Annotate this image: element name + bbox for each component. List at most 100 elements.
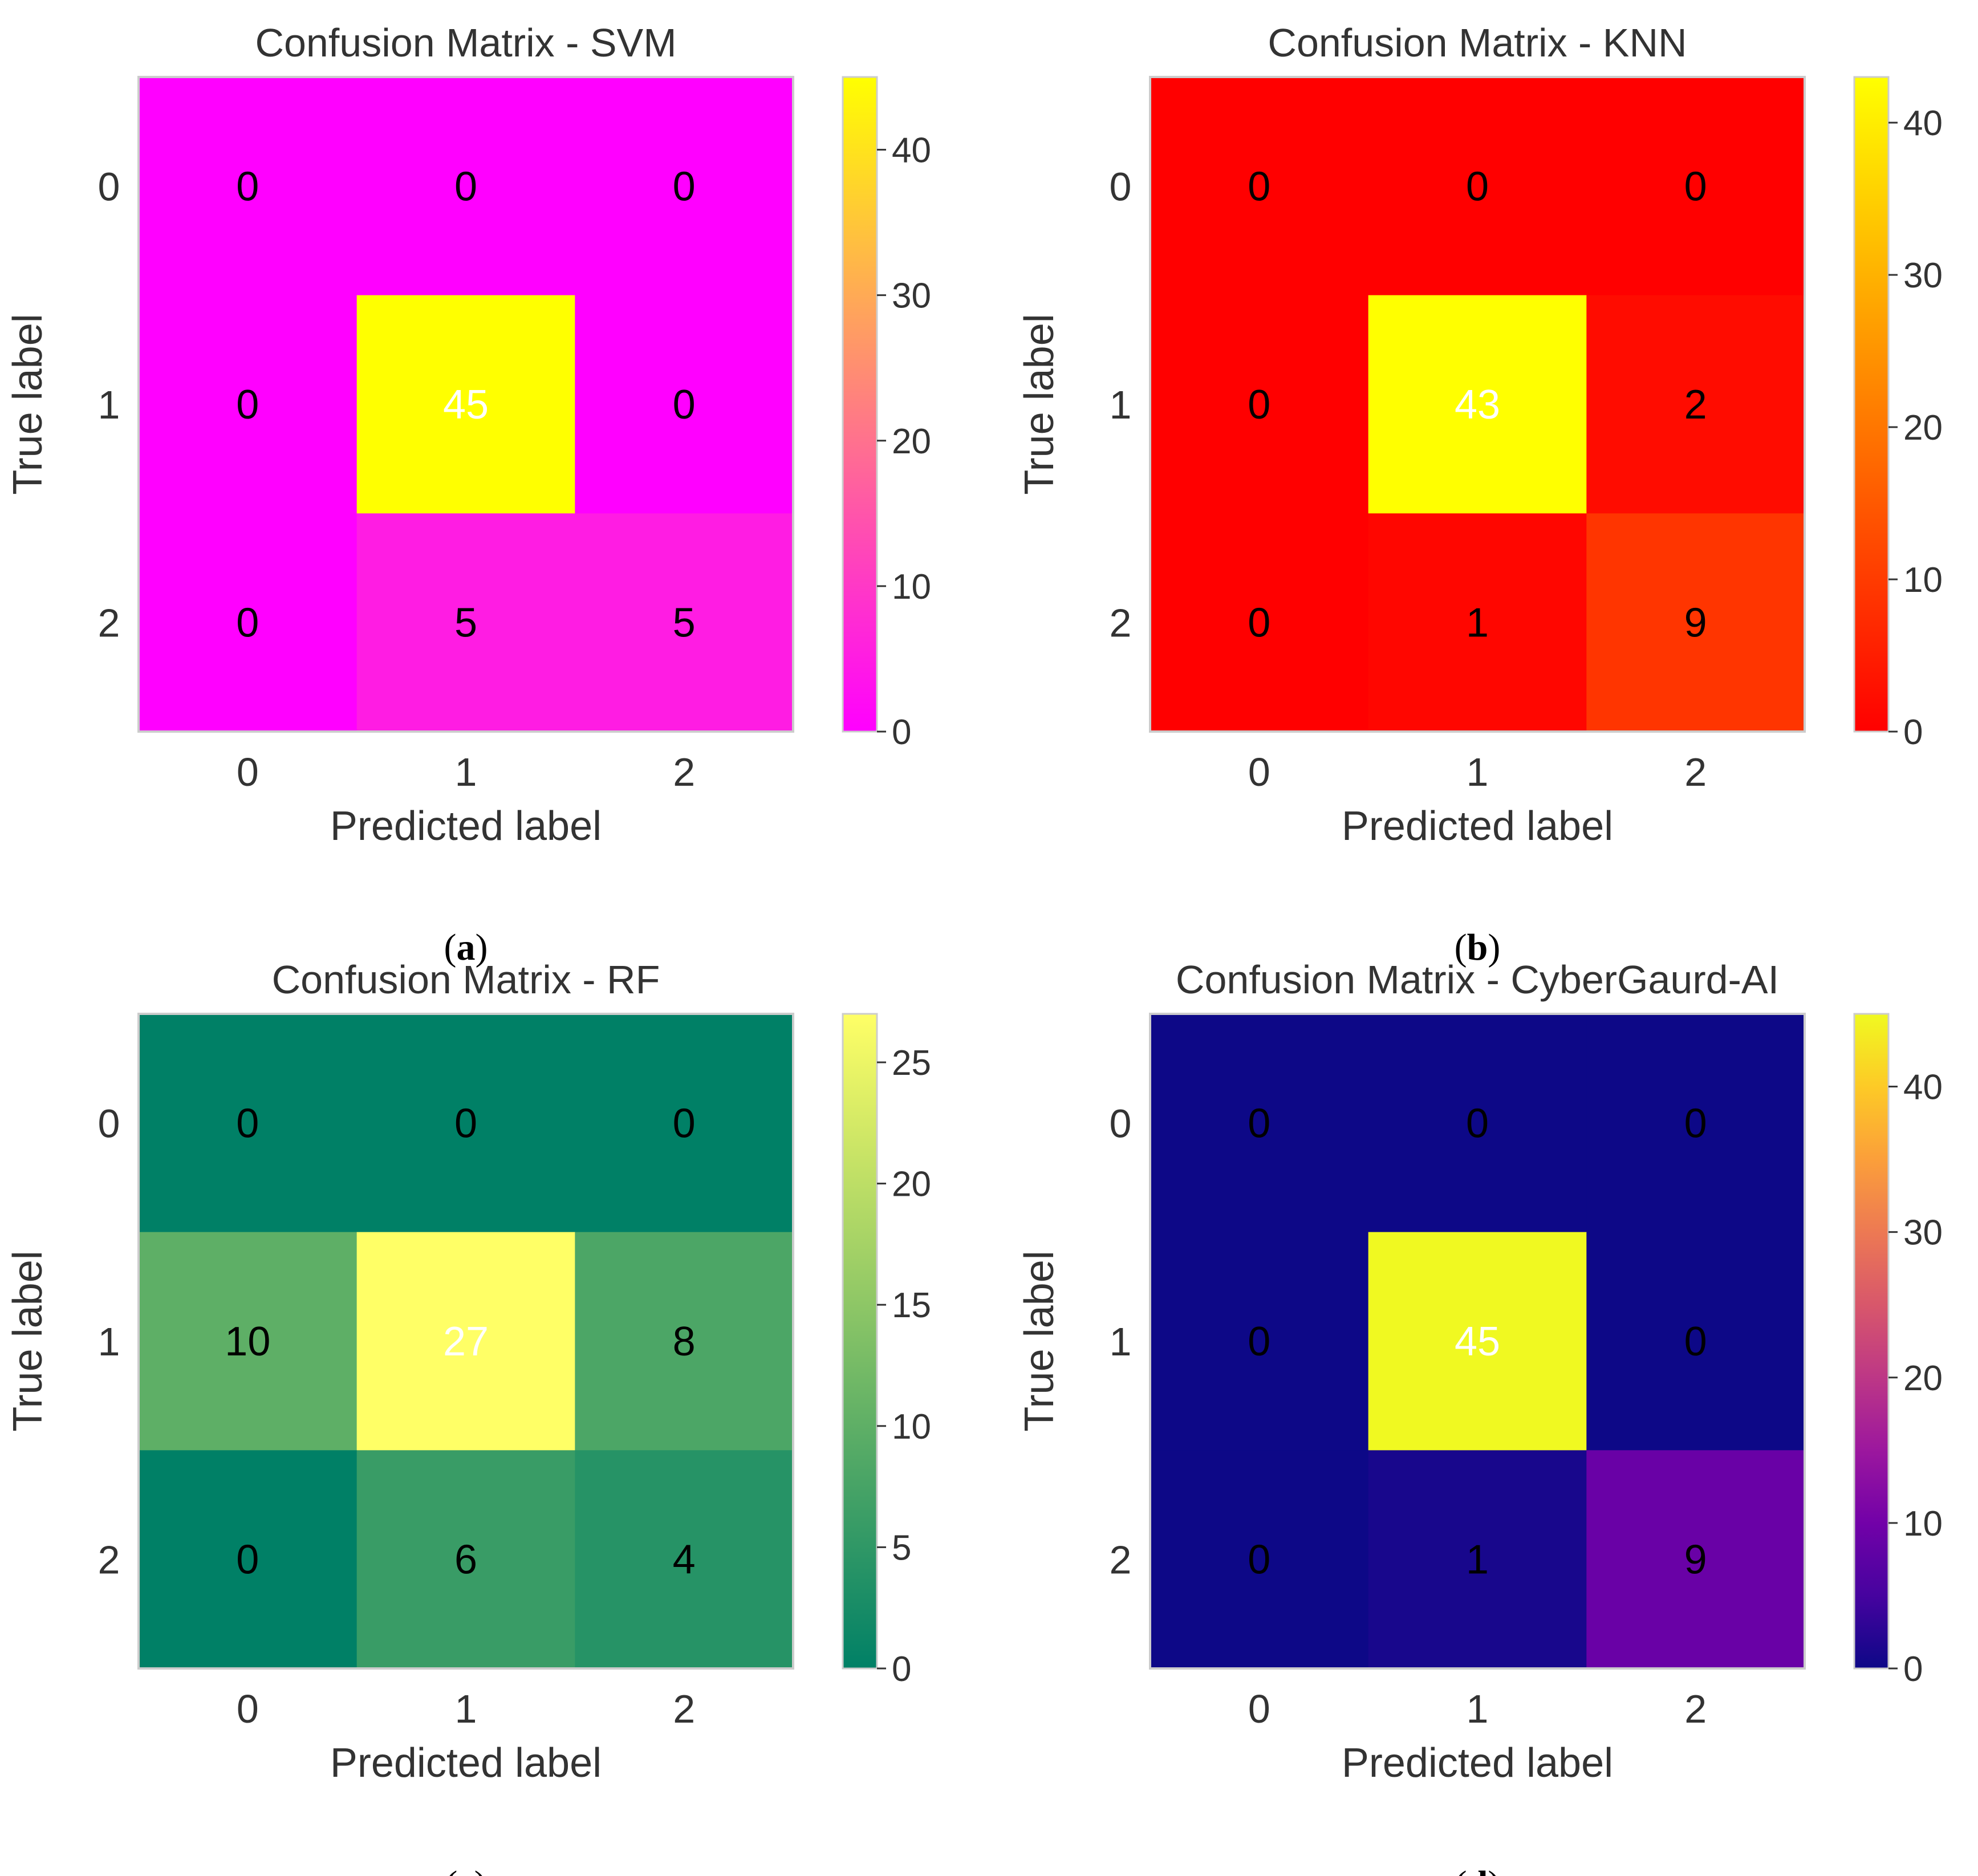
colorbar-tick-label: 10 <box>1903 1504 1943 1544</box>
y-tick-label: 1 <box>98 1319 120 1364</box>
colorbar-tick-label: 20 <box>892 1165 931 1204</box>
cell-value-label: 0 <box>1466 164 1489 209</box>
matrix-cell <box>139 77 358 296</box>
matrix-cell <box>575 77 794 296</box>
matrix-cell <box>1368 295 1587 514</box>
cell-value-label: 0 <box>454 164 477 209</box>
matrix-frame <box>137 76 794 733</box>
matrix-cell <box>356 1232 575 1451</box>
x-axis-label: Predicted label <box>330 1740 602 1786</box>
colorbar-tick-label: 0 <box>892 713 911 752</box>
caption-letter: a <box>457 927 476 968</box>
colorbar-tick-label: 20 <box>892 422 931 461</box>
matrix-cell <box>1368 1450 1587 1669</box>
cell-value-label: 43 <box>1455 382 1500 428</box>
cell-value-label: 10 <box>225 1319 270 1365</box>
colorbar-tick-label: 0 <box>1903 1650 1923 1689</box>
cell-value-label: 5 <box>454 600 477 646</box>
matrix-cell <box>1368 1232 1587 1451</box>
x-axis-label: Predicted label <box>330 803 602 849</box>
caption-open-paren: ( <box>444 927 457 968</box>
cell-value-label: 6 <box>454 1537 477 1583</box>
colorbar-tick-label: 10 <box>1903 561 1943 600</box>
matrix-cell <box>1586 1014 1805 1233</box>
matrix-cell <box>1368 513 1587 732</box>
cell-value-label: 0 <box>1248 1537 1270 1583</box>
matrix-cell <box>356 513 575 732</box>
cell-value-label: 0 <box>454 1101 477 1146</box>
caption-open-paren: ( <box>445 1863 457 1876</box>
chart-title: Confusion Matrix - RF <box>272 957 660 1002</box>
colorbar <box>1853 76 1890 733</box>
cell-value-label: 0 <box>673 382 696 428</box>
cell-value-label: 45 <box>443 382 489 428</box>
matrix-cell <box>1586 1232 1805 1451</box>
x-tick-label: 2 <box>1684 750 1707 794</box>
matrix-cell <box>139 513 358 732</box>
x-axis-label: Predicted label <box>1342 1740 1613 1786</box>
matrix-cell <box>1150 295 1369 514</box>
cell-value-label: 0 <box>1248 164 1270 209</box>
cell-value-label: 45 <box>1455 1319 1500 1365</box>
cell-value-label: 0 <box>236 1537 259 1583</box>
y-axis-label: True label <box>5 1250 51 1432</box>
y-tick-label: 0 <box>1110 1101 1132 1146</box>
y-axis-label: True label <box>5 314 51 495</box>
cell-value-label: 5 <box>673 600 696 646</box>
matrix-cell <box>139 295 358 514</box>
y-tick-label: 0 <box>98 164 120 209</box>
y-tick-label: 2 <box>98 601 120 645</box>
cell-value-label: 0 <box>673 164 696 209</box>
chart-title: Confusion Matrix - CyberGaurd-AI <box>1176 957 1779 1002</box>
matrix-cell <box>1150 1232 1369 1451</box>
matrix-cell <box>139 1014 358 1233</box>
cell-value-label: 0 <box>1684 164 1707 209</box>
cell-value-label: 1 <box>1466 1537 1489 1583</box>
y-tick-label: 1 <box>1110 1319 1132 1364</box>
chart-title: Confusion Matrix - KNN <box>1268 21 1687 65</box>
colorbar-tick-label: 30 <box>1903 256 1943 295</box>
matrix-cell <box>356 77 575 296</box>
y-tick-label: 1 <box>1110 383 1132 427</box>
chart-title: Confusion Matrix - SVM <box>255 21 676 65</box>
matrix-cell <box>1150 77 1369 296</box>
cell-value-label: 0 <box>1248 1101 1270 1146</box>
colorbar-tick-label: 30 <box>1903 1213 1943 1253</box>
matrix-frame <box>1149 1013 1806 1670</box>
confusion-matrix-panel: Confusion Matrix - CyberGaurd-AI 0 0 0 0 45 0 0… <box>1017 957 1943 1876</box>
caption-close-paren: ) <box>1488 927 1500 968</box>
y-axis-label: True label <box>1017 1250 1062 1432</box>
colorbar-tick-label: 15 <box>892 1286 931 1325</box>
colorbar-tick-label: 10 <box>892 567 931 607</box>
cell-value-label: 4 <box>673 1537 696 1583</box>
x-tick-label: 1 <box>1467 750 1489 794</box>
matrix-cell <box>356 295 575 514</box>
cell-value-label: 0 <box>236 164 259 209</box>
matrix-cell <box>575 295 794 514</box>
x-tick-label: 2 <box>1684 1687 1707 1731</box>
matrix-cell <box>1368 77 1587 296</box>
colorbar-tick-label: 10 <box>892 1407 931 1447</box>
cell-value-label: 0 <box>1684 1101 1707 1146</box>
matrix-cell <box>139 1450 358 1669</box>
caption-open-paren: ( <box>1455 927 1467 968</box>
y-tick-label: 0 <box>98 1101 120 1146</box>
matrix-cell <box>1586 77 1805 296</box>
cell-value-label: 8 <box>673 1319 696 1365</box>
matrix-cell <box>575 1014 794 1233</box>
cell-value-label: 0 <box>673 1101 696 1146</box>
matrix-cell <box>1586 513 1805 732</box>
matrix-cell <box>1586 295 1805 514</box>
subfigure-caption: (d) <box>1455 1863 1501 1876</box>
colorbar-tick-label: 20 <box>1903 1359 1943 1398</box>
matrix-cell <box>1368 1014 1587 1233</box>
colorbar <box>1853 1013 1890 1670</box>
caption-letter: d <box>1467 1863 1488 1876</box>
cell-value-label: 0 <box>1248 382 1270 428</box>
x-tick-label: 0 <box>237 1687 259 1731</box>
caption-letter: b <box>1467 927 1488 968</box>
cell-value-label: 1 <box>1466 600 1489 646</box>
caption-open-paren: ( <box>1455 1863 1467 1876</box>
